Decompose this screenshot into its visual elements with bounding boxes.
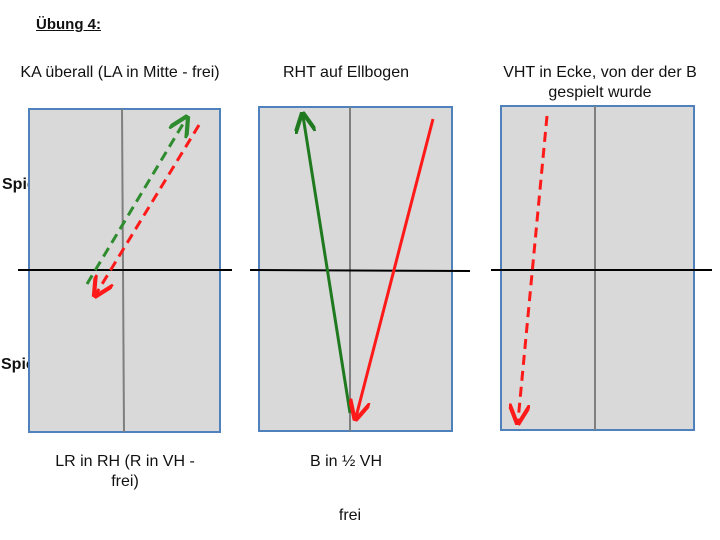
footer-text: frei <box>338 507 362 524</box>
panel1-caption-top: KA überall (LA in Mitte - frei) <box>20 64 220 81</box>
table-3 <box>500 105 695 431</box>
exercise-title: Übung 4: <box>36 16 101 33</box>
arrow-1-green-dashed <box>85 119 186 285</box>
panel1-caption-bottom: LR in RH (R in VH - frei) <box>55 453 195 490</box>
panel-1 <box>18 108 232 433</box>
table-2-net <box>249 269 471 272</box>
panel-3 <box>491 105 712 431</box>
table-2 <box>258 106 453 432</box>
panel2-caption-bottom: B in ½ VH <box>309 453 383 470</box>
panel-2 <box>249 106 471 432</box>
panel2-caption-top: RHT auf Ellbogen <box>283 64 409 81</box>
arrow-1-red-dashed <box>96 124 201 294</box>
panel3-caption-top: VHT in Ecke, von der der B gespielt wurd… <box>503 64 697 101</box>
arrow-3-red-dashed <box>518 115 549 421</box>
arrow-2-green <box>303 116 352 414</box>
arrow-2-red <box>356 118 435 417</box>
